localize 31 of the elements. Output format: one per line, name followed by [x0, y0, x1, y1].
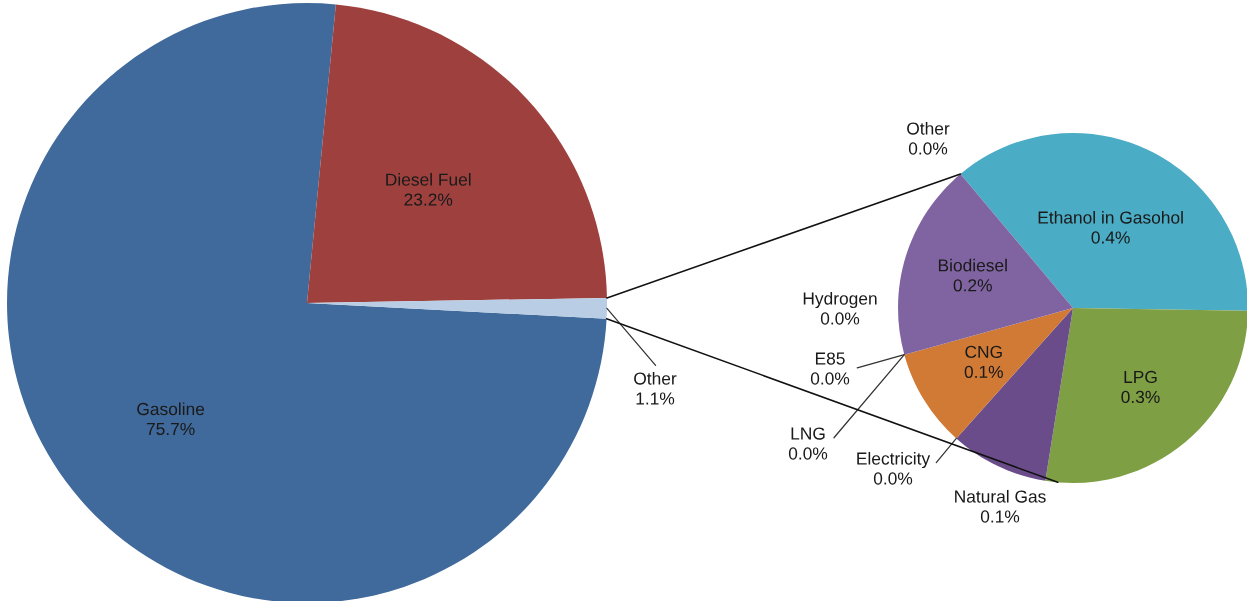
- data-label: 23.2%: [404, 193, 453, 206]
- text: 0.0%: [873, 472, 913, 485]
- slice-label: LPG: [1124, 370, 1157, 384]
- slice-label: CNG: [965, 345, 1002, 359]
- legend-label: E85: [815, 352, 845, 365]
- pie-slice: [956, 308, 1073, 481]
- data-label: 1.1%: [636, 392, 675, 405]
- category-label: Other: [907, 121, 950, 135]
- slice-label: Other: [634, 371, 677, 385]
- category-label: LNG: [791, 427, 825, 440]
- legend-label: Electricity: [857, 451, 931, 469]
- pie-slice: [307, 4, 607, 303]
- data-label: 0.2%: [953, 279, 992, 292]
- data-label: 75.7%: [146, 422, 195, 436]
- pie-slice: [904, 308, 1073, 439]
- data-label: 0.4%: [1091, 231, 1130, 244]
- slice-label: Gasoline: [137, 402, 205, 416]
- pie-slice: [1045, 308, 1247, 483]
- slice-label: Diesel Fuel: [386, 172, 471, 186]
- text: 0.0%: [820, 312, 860, 325]
- text: 0.0%: [908, 142, 948, 155]
- slice-label: Natural Gas: [955, 489, 1046, 503]
- category-label: Hydrogen: [803, 291, 877, 309]
- text: 0.0%: [788, 447, 828, 460]
- text: 0.0%: [810, 372, 850, 385]
- slice-label: Biodiesel: [938, 258, 1007, 272]
- data-label: 0.3%: [1121, 390, 1160, 404]
- slice-label: Ethanol in Gasohol: [1038, 210, 1183, 224]
- pie-slice: [7, 3, 607, 601]
- data-label: 0.1%: [980, 510, 1020, 523]
- data-label: 0.1%: [964, 365, 1003, 378]
